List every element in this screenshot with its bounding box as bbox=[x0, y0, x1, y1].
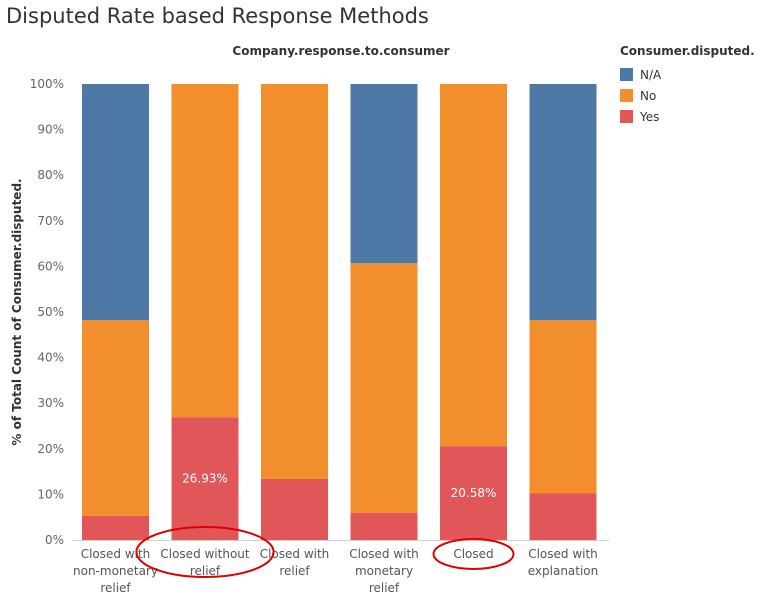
y-tick-label-80-pct: 80% bbox=[37, 168, 64, 182]
bar-yes-closed-without-relief bbox=[171, 417, 239, 540]
legend: Consumer.disputed. N/A No Yes bbox=[620, 44, 755, 127]
x-tick-label-closed-without-relief-line-1: Closed without bbox=[160, 547, 250, 561]
bar-yes-closed-with-explanation bbox=[529, 493, 597, 540]
legend-item-yes[interactable]: Yes bbox=[620, 106, 755, 127]
x-tick-label-closed-with-monetary-relief-line-1: Closed with bbox=[349, 547, 419, 561]
bar-no-closed-with-relief bbox=[261, 84, 328, 479]
bar-n-a-closed-with-non-monetary-relief bbox=[82, 84, 149, 321]
legend-item-no[interactable]: No bbox=[620, 85, 755, 106]
page-title: Disputed Rate based Response Methods bbox=[6, 4, 429, 28]
bar-no-closed-with-explanation bbox=[529, 320, 597, 494]
legend-label-yes: Yes bbox=[640, 109, 660, 124]
legend-item-na[interactable]: N/A bbox=[620, 64, 755, 85]
y-tick-label-0-pct: 0% bbox=[45, 533, 64, 547]
x-tick-label-closed-with-relief-line-1: Closed with bbox=[260, 547, 330, 561]
x-tick-label-closed-line-1: Closed bbox=[453, 547, 493, 561]
x-tick-label-closed-with-non-monetary-relief-line-2: non-monetary bbox=[73, 564, 158, 578]
data-label-closed-without-relief: 26.93% bbox=[182, 472, 228, 486]
legend-label-no: No bbox=[640, 88, 657, 103]
bar-n-a-closed-with-explanation bbox=[529, 84, 597, 321]
panel-title: Company.response.to.consumer bbox=[232, 44, 449, 58]
bar-no-closed bbox=[440, 84, 507, 447]
y-tick-label-20-pct: 20% bbox=[37, 442, 64, 456]
x-tick-label-closed-with-relief-line-2: relief bbox=[279, 564, 310, 578]
data-label-closed: 20.58% bbox=[451, 486, 497, 500]
y-tick-label-50-pct: 50% bbox=[37, 305, 64, 319]
bar-no-closed-without-relief bbox=[171, 84, 239, 418]
bar-no-closed-with-non-monetary-relief bbox=[82, 320, 149, 516]
y-tick-label-30-pct: 30% bbox=[37, 396, 64, 410]
x-tick-label-closed-with-monetary-relief-line-2: monetary bbox=[355, 564, 413, 578]
y-tick-label-60-pct: 60% bbox=[37, 259, 64, 273]
bar-yes-closed-with-monetary-relief bbox=[350, 512, 418, 540]
legend-label-na: N/A bbox=[640, 67, 662, 82]
x-tick-label-closed-without-relief-line-2: relief bbox=[190, 564, 221, 578]
legend-swatch-yes bbox=[620, 110, 633, 123]
y-tick-label-10-pct: 10% bbox=[37, 487, 64, 501]
x-tick-label-closed-with-explanation-line-1: Closed with bbox=[528, 547, 598, 561]
bar-yes-closed bbox=[440, 446, 507, 540]
x-tick-label-closed-with-explanation-line-2: explanation bbox=[528, 564, 599, 578]
x-tick-label-closed-with-monetary-relief-line-3: relief bbox=[369, 581, 400, 595]
bar-no-closed-with-monetary-relief bbox=[350, 263, 418, 513]
y-axis-title: % of Total Count of Consumer.disputed. bbox=[10, 178, 24, 445]
y-tick-label-90-pct: 90% bbox=[37, 123, 64, 137]
bar-n-a-closed-with-monetary-relief bbox=[350, 84, 418, 264]
bar-yes-closed-with-relief bbox=[261, 478, 328, 540]
x-tick-label-closed-with-non-monetary-relief-line-1: Closed with bbox=[81, 547, 151, 561]
legend-title: Consumer.disputed. bbox=[620, 44, 755, 58]
y-tick-label-40-pct: 40% bbox=[37, 351, 64, 365]
y-tick-label-70-pct: 70% bbox=[37, 214, 64, 228]
highlight-circle-closed bbox=[432, 538, 515, 570]
bar-yes-closed-with-non-monetary-relief bbox=[82, 515, 149, 540]
x-tick-label-closed-with-non-monetary-relief-line-3: relief bbox=[100, 581, 131, 595]
legend-swatch-na bbox=[620, 68, 633, 81]
legend-swatch-no bbox=[620, 89, 633, 102]
y-tick-label-100-pct: 100% bbox=[30, 77, 64, 91]
highlight-circle-closed-without-relief bbox=[135, 526, 275, 578]
